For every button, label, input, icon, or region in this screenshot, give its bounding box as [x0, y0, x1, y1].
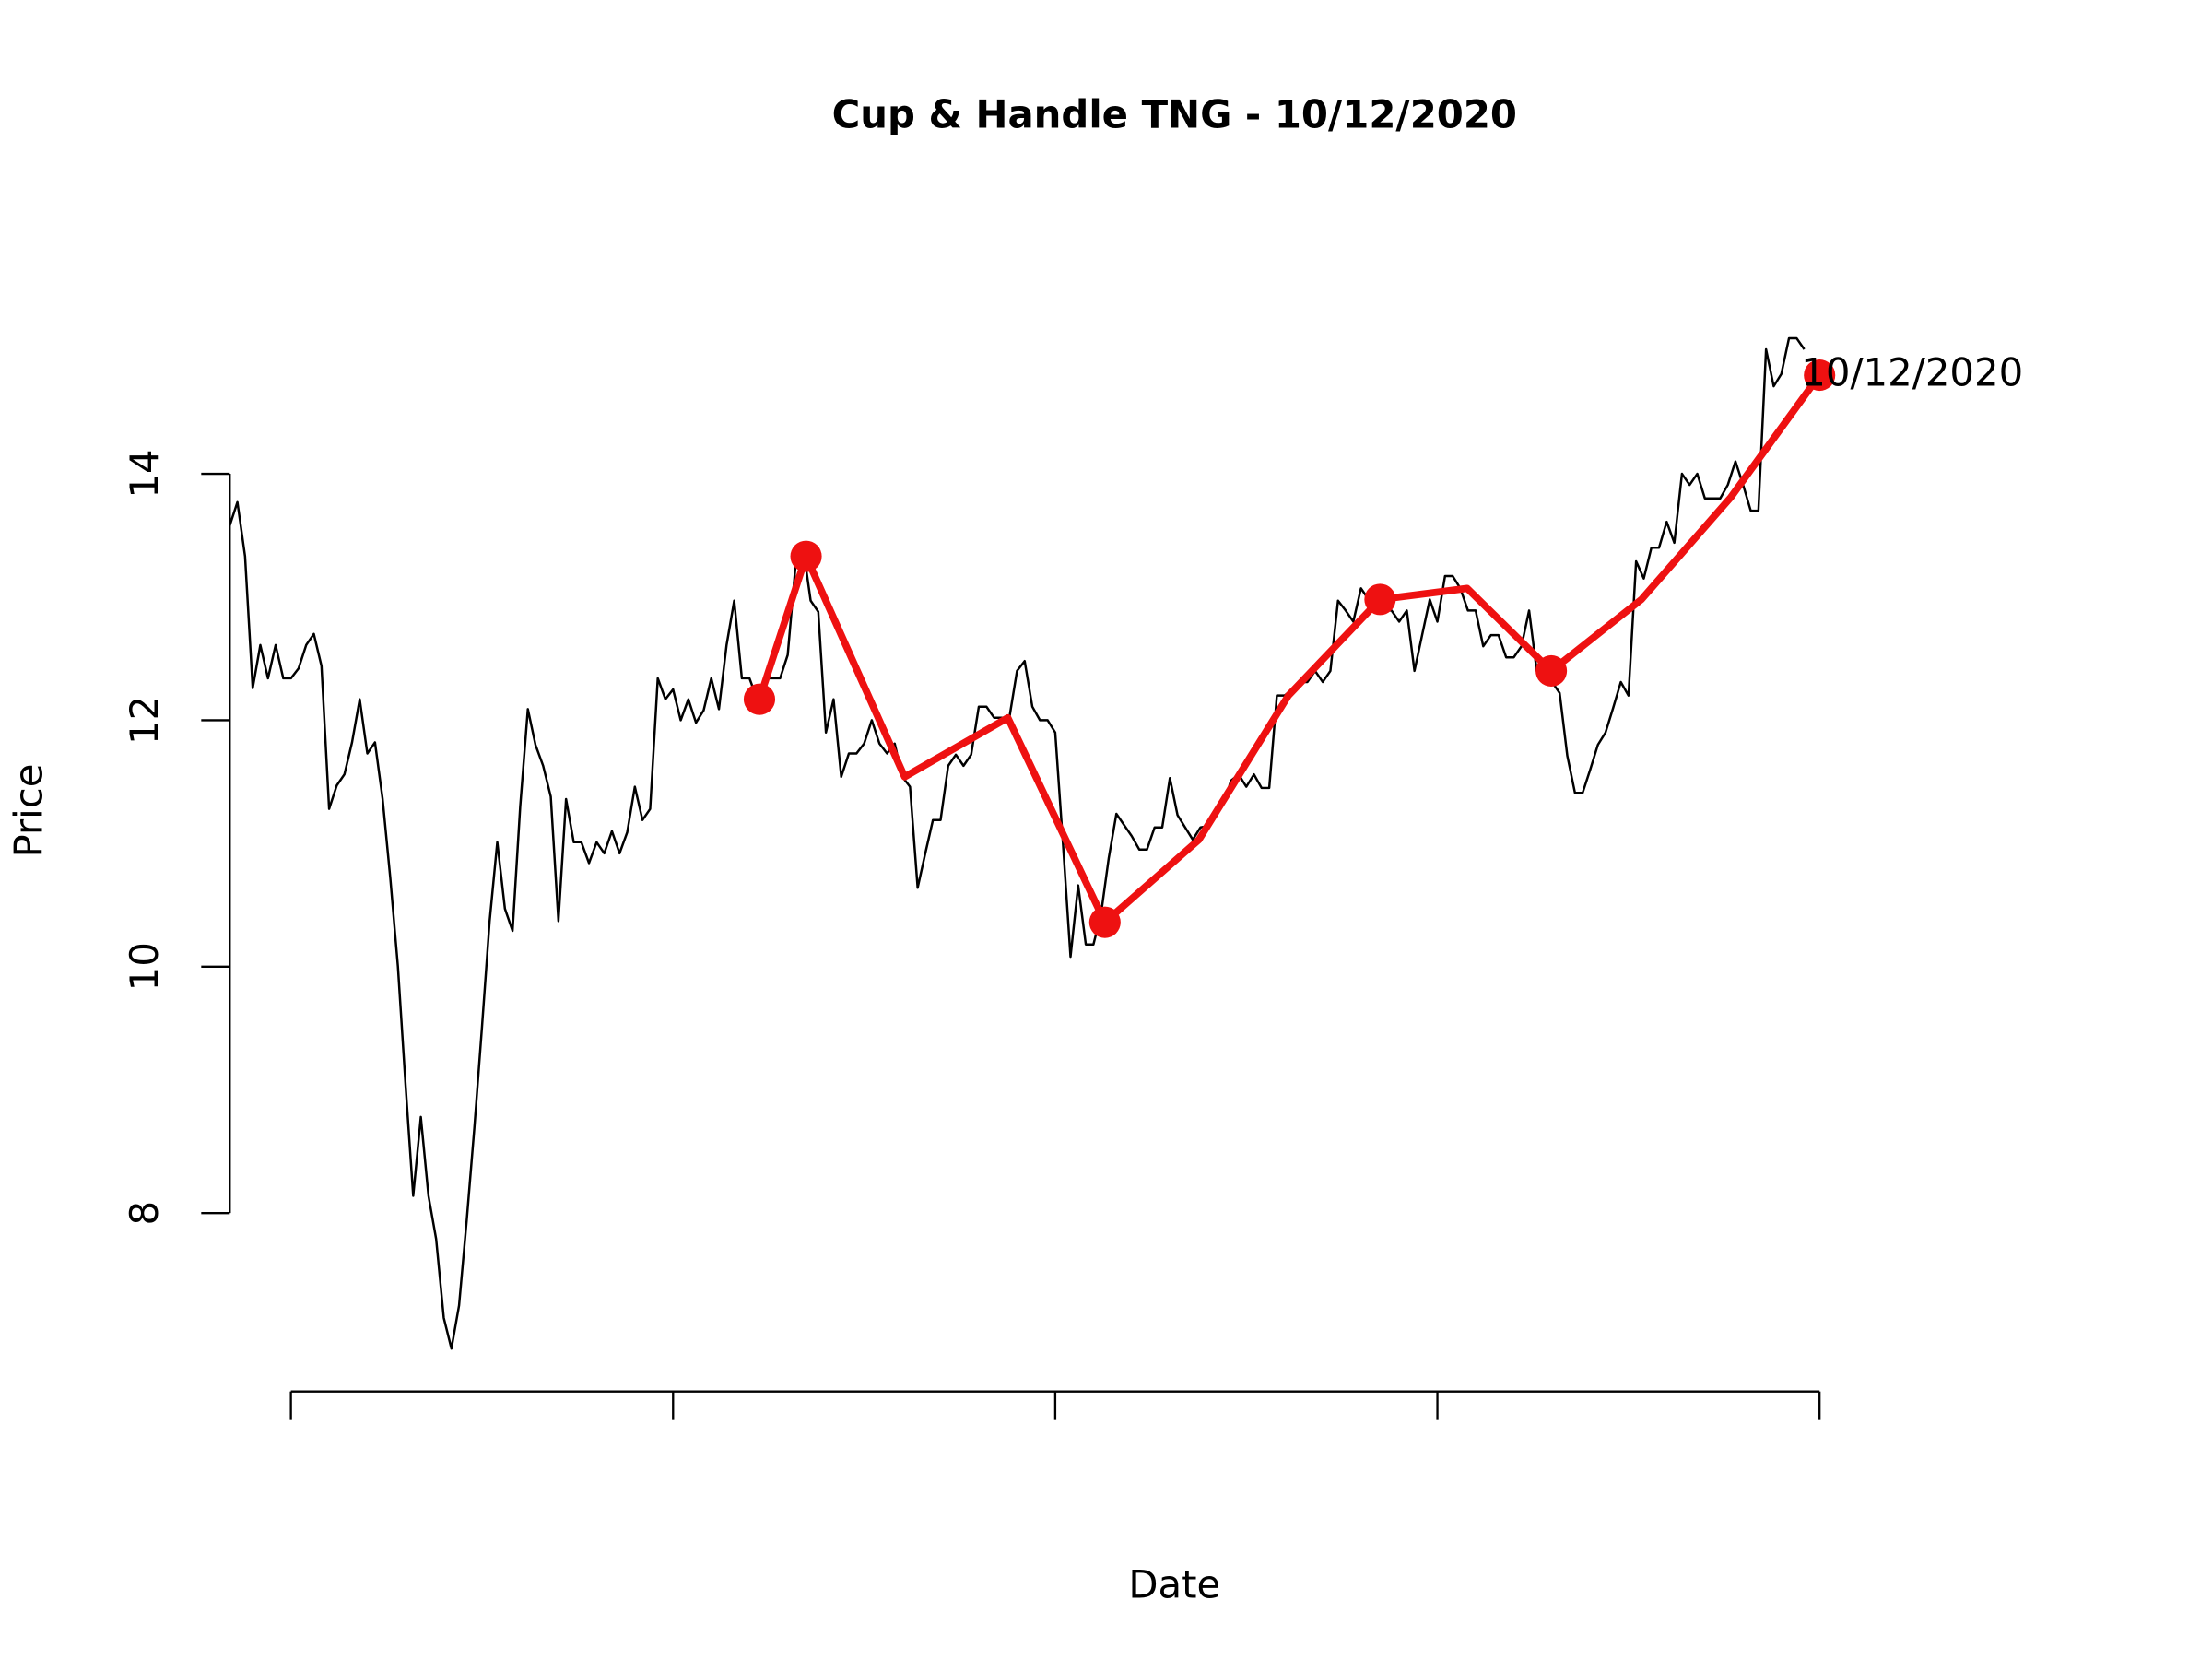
y-axis-label: Price [6, 763, 52, 857]
pattern-point [790, 540, 822, 572]
y-tick-label: 8 [122, 1201, 167, 1226]
y-tick-label: 14 [122, 449, 167, 498]
pattern-point [743, 683, 776, 715]
y-tick-label: 12 [122, 696, 167, 745]
annotation: 10/12/2020 [1801, 350, 2023, 395]
chart-title: Cup & Handle TNG - 10/12/2020 [832, 91, 1517, 136]
pattern-line [756, 372, 1823, 926]
pattern-point [1804, 359, 1836, 392]
pattern-point [1364, 583, 1396, 616]
pattern-point [1088, 906, 1121, 938]
x-axis-label: Date [1128, 1561, 1220, 1606]
price-line [229, 336, 1806, 1350]
y-tick-label: 10 [122, 942, 167, 991]
pattern-point [1535, 654, 1568, 687]
